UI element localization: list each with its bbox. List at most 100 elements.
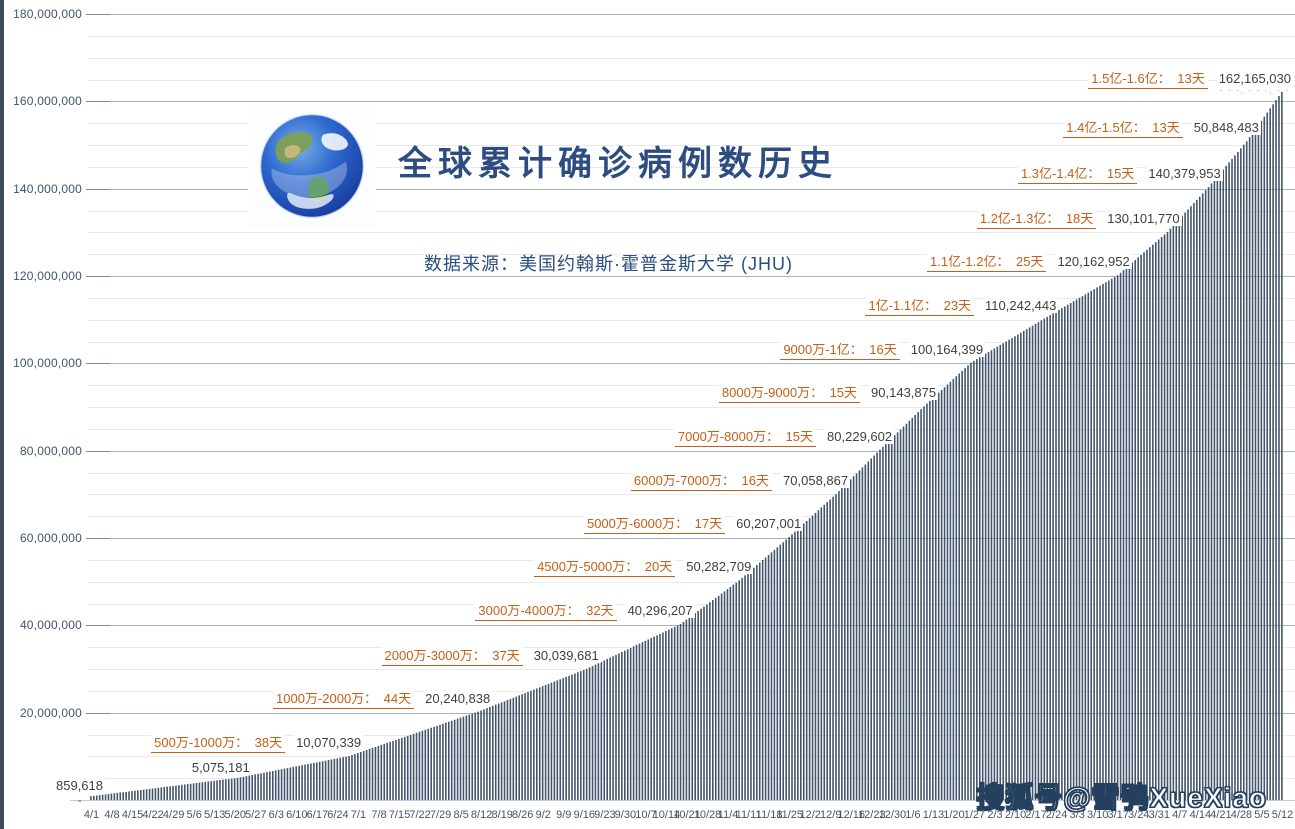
gridline-minor [88,341,1295,343]
milestone-range-label: 1.5亿-1.6亿： 13天 [1088,67,1208,89]
x-axis-label: 11/18 [755,809,783,821]
x-axis-baseline [70,800,1295,801]
x-axis-label: 9/9 [556,809,572,821]
x-axis-label: 4/28 [1230,809,1253,821]
y-axis-label: 120,000,000 [13,269,82,283]
milestone-annotation: 7000万-8000万： 15天 80,229,602 [674,425,895,447]
x-axis-label: 10/28 [693,809,722,821]
y-axis-label: 160,000,000 [13,94,82,109]
milestone-value-label: 162,165,030 [1216,70,1293,86]
x-axis-label: 12/9 [820,809,842,821]
x-axis-label: 6/3 [268,809,284,821]
gridline-minor [88,79,1295,81]
milestone-range-label: 2000万-3000万： 37天 [381,644,523,666]
x-axis-label: 7/15 [388,809,411,821]
milestone-value-label: 70,058,867 [781,473,851,489]
x-axis-label: 7/22 [409,809,431,821]
gridline-major [88,276,1295,277]
gridline-minor [88,297,1295,299]
x-axis-label: 9/2 [535,809,551,821]
x-axis-label: 5/13 [203,809,226,821]
milestone-annotation: 859,618 [54,778,105,794]
gridline-major [88,450,1295,452]
x-axis-label: 3/3 [1069,809,1085,821]
x-axis-label: 1/27 [963,809,986,821]
earth-image [248,104,376,228]
x-axis-label: 7/1 [350,809,367,821]
x-axis-label: 6/10 [286,809,308,821]
x-axis-label: 5/20 [224,809,246,821]
milestone-range-label: 9000万-1亿： 16天 [780,338,900,360]
milestone-value-label: 120,162,952 [1055,254,1132,270]
x-axis-label: 12/16 [837,809,866,821]
milestone-annotation: 1亿-1.1亿： 23天 110,242,443 [865,294,1059,316]
milestone-range-label: 1亿-1.1亿： 23天 [865,294,975,316]
x-axis-label: 11/11 [735,809,762,821]
y-axis-tick [86,712,110,714]
hidden-label-artifact: - - -, - - -, - - [1219,88,1290,95]
milestone-value-label: 140,379,953 [1146,166,1223,182]
y-axis-tick [86,363,110,365]
x-axis-label: 4/22 [142,809,164,821]
milestone-annotation: 8000万-9000万： 15天 90,143,875 [718,382,939,404]
y-axis-tick [86,625,110,627]
x-axis-label: 1/20 [943,809,965,821]
x-axis-label: 11/4 [717,809,739,821]
milestone-value-label: 50,282,709 [684,559,754,575]
x-axis-label: 11/25 [776,809,804,821]
x-axis-label: 8/12 [470,809,493,821]
x-axis-label: 1/13 [922,809,945,821]
x-axis-label: 12/23 [858,809,886,821]
milestone-value-label: 100,164,399 [908,341,986,357]
milestone-annotation: 6000万-7000万： 16天 70,058,867 [630,470,851,492]
gridline-minor [88,35,1295,37]
x-axis-label: 12/2 [799,809,821,821]
watermark: 搜狐号@雪鸮XueXiao [976,782,1267,814]
x-axis-label: 5/12 [1271,809,1294,821]
milestone-range-label: 4500万-5000万： 20天 [534,556,676,578]
gridline-minor [88,166,1295,168]
x-axis-label: 5/5 [1254,809,1270,821]
y-axis-label: 40,000,000 [19,618,82,633]
x-axis-label: 6/24 [327,809,349,821]
x-axis-label: 4/1 [83,809,100,821]
gridline-major [88,101,1295,103]
gridline-minor [88,210,1295,212]
milestone-annotation: 4500万-5000万： 20天 50,282,709 [534,556,754,578]
x-axis-label: 2/3 [987,809,1003,821]
gridline-major [88,363,1295,365]
milestone-range-label: 5000万-6000万： 17天 [583,513,726,535]
x-axis-label: 8/5 [453,809,469,821]
x-axis-label: 4/15 [121,809,144,821]
milestone-value-label: 859,618 [54,778,105,794]
milestone-value-label: 30,039,681 [531,647,601,663]
x-axis-label: 4/29 [162,809,185,821]
x-axis-label: 8/26 [512,809,534,821]
milestone-annotation: 2000万-3000万： 37天 30,039,681 [381,644,601,666]
x-axis-label: 4/8 [104,809,120,821]
milestone-value-label: 60,207,001 [734,516,804,532]
bars-series [90,91,1283,800]
milestone-value-label: 80,229,602 [825,428,895,444]
milestone-range-label: 1.4亿-1.5亿： 13天 [1063,117,1183,139]
milestone-value-label: 110,242,443 [983,297,1059,313]
y-axis-label: - [77,793,82,807]
y-axis-label: 20,000,000 [19,705,82,720]
gridline-minor [88,123,1295,125]
x-axis-label: 8/19 [491,809,513,821]
x-axis-label: 2/17 [1025,809,1047,821]
x-axis-label: 9/16 [573,809,596,821]
y-axis-label: 100,000,000 [13,356,82,371]
y-axis-tick [86,101,110,103]
milestone-range-label: 1.3亿-1.4亿： 15天 [1017,163,1138,185]
x-axis-label: 3/24 [1128,809,1150,821]
milestone-value-label: 40,296,207 [625,603,695,619]
gridline-minor [88,145,1295,146]
x-axis-label: 3/17 [1107,809,1129,821]
gridline-minor [88,57,1295,59]
x-axis-label: 10/21 [673,809,701,821]
x-axis-label: 7/8 [371,809,387,821]
milestone-value-label: 50,848,483 [1191,120,1261,136]
window-left-edge [0,0,4,829]
